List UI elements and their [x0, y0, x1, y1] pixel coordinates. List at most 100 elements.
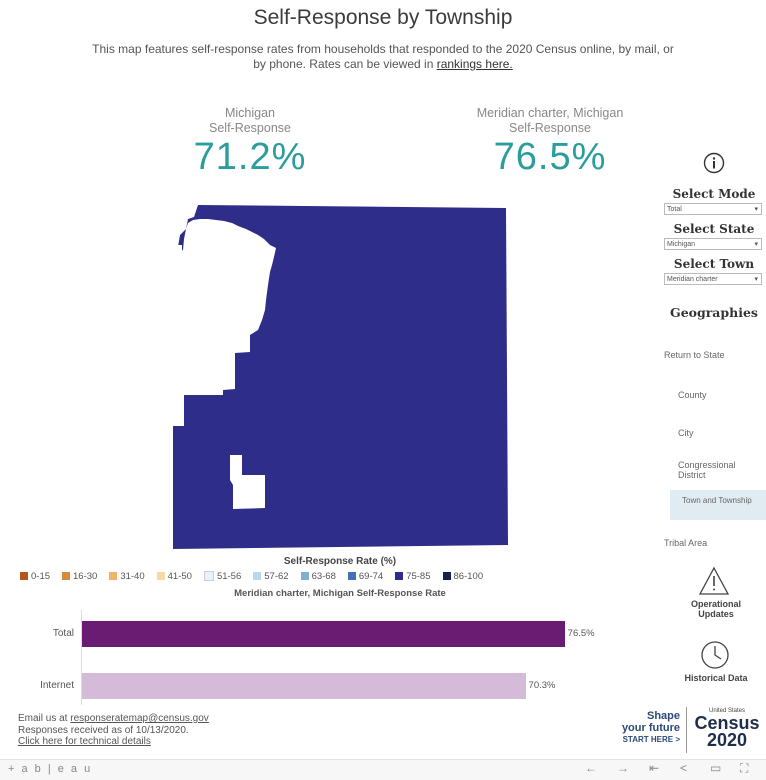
legend-item[interactable]: 75-85 [395, 569, 431, 583]
page-subtitle: This map features self-response rates fr… [90, 42, 676, 72]
geo-congressional-district[interactable]: Congressional District [678, 460, 736, 480]
tableau-toolbar [0, 759, 766, 780]
select-town-dropdown[interactable]: Meridian charter ▾ [664, 273, 762, 285]
geo-city[interactable]: City [678, 428, 694, 438]
legend-swatch [62, 572, 71, 580]
technical-details-link[interactable]: Click here for technical details [18, 736, 151, 747]
revert-icon[interactable]: ⇤ [649, 761, 660, 775]
legend-swatch [395, 572, 404, 580]
legend-item[interactable]: 41-50 [156, 569, 192, 583]
town-kpi-label-2: Self-Response [509, 121, 591, 135]
legend-swatch [109, 572, 118, 580]
shape-line-1: Shape [646, 710, 680, 722]
chart-title: Meridian charter, Michigan Self-Response… [234, 588, 446, 599]
legend-label: 41-50 [167, 570, 192, 582]
legend-label: 69-74 [358, 570, 384, 582]
bar-category-label: Total [52, 628, 74, 639]
shape-your-future-link[interactable]: Shape your future START HERE > [606, 710, 680, 745]
bar-total[interactable] [82, 621, 565, 647]
legend-item[interactable]: 86-100 [442, 569, 483, 583]
geo-town-and-township[interactable]: Town and Township [670, 490, 766, 520]
state-kpi-label-1: Michigan [224, 106, 276, 120]
historical-data-label[interactable]: Historical Data [684, 673, 748, 683]
bar-internet[interactable] [82, 673, 526, 699]
legend-swatch [156, 572, 165, 580]
footer-responses-date: Responses received as of 10/13/2020. [18, 724, 189, 736]
footer-email-prefix: Email us at [18, 713, 71, 724]
select-town-value: Meridian charter [667, 276, 718, 283]
township-map[interactable] [168, 205, 508, 550]
state-kpi-value: 71.2% [193, 136, 307, 178]
chart-axis-line [81, 610, 82, 705]
share-icon[interactable]: < [680, 761, 688, 775]
township-map-svg[interactable] [168, 205, 508, 550]
township-shape[interactable] [172, 205, 508, 549]
clock-icon[interactable] [700, 640, 730, 670]
legend-label: 57-62 [264, 570, 289, 582]
legend: 0-15 16-30 31-40 41-50 51-56 57-62 63-68 69-74 7… [20, 569, 640, 583]
census-logo-word: Census [694, 713, 760, 733]
legend-item[interactable]: 16-30 [62, 569, 97, 583]
historical-data-button[interactable] [700, 640, 730, 675]
legend-label: 0-15 [31, 570, 51, 582]
warning-icon[interactable] [698, 566, 730, 596]
rankings-link[interactable]: rankings here. [436, 57, 513, 71]
bar-value-label: 76.5% [567, 628, 595, 639]
geo-tribal-area[interactable]: Tribal Area [664, 538, 708, 548]
town-kpi: Meridian charter, Michigan Self-Response… [430, 106, 670, 179]
email-link[interactable]: responseratemap@census.gov [70, 713, 209, 724]
select-state-dropdown[interactable]: Michigan ▾ [664, 238, 762, 250]
info-button[interactable] [662, 152, 766, 178]
legend-item[interactable]: 31-40 [109, 569, 145, 583]
select-mode-label: Select Mode [672, 187, 756, 201]
legend-swatch [347, 572, 356, 580]
select-state-label: Select State [673, 222, 755, 236]
sidebar: Select Mode Total ▾ Select State Michigan… [662, 152, 766, 683]
undo-icon[interactable]: ← [585, 761, 597, 775]
operational-updates-label[interactable]: Operational Updates [690, 599, 741, 619]
census-logo-year: 2020 [706, 730, 748, 750]
legend-item[interactable]: 0-15 [20, 569, 50, 583]
select-state-value: Michigan [667, 241, 696, 248]
legend-swatch [442, 572, 451, 580]
legend-label: 51-56 [216, 570, 242, 582]
subtitle-text: This map features self-response rates fr… [92, 42, 674, 71]
map-enclave [230, 455, 265, 509]
geographies-heading: Geographies [670, 305, 758, 320]
legend-swatch [253, 572, 262, 580]
bar-chart: Total 76.5% Internet 70.3% [0, 600, 660, 710]
town-kpi-label-1: Meridian charter, Michigan [476, 106, 624, 120]
legend-item[interactable]: 63-68 [300, 569, 336, 583]
legend-swatch [203, 571, 214, 581]
legend-label: 16-30 [73, 570, 98, 582]
shape-line-3: START HERE > [622, 735, 680, 744]
fullscreen-icon[interactable]: ⛶ [740, 761, 749, 775]
redo-icon[interactable]: → [617, 761, 629, 775]
census-2020-logo[interactable]: United States Census 2020 [690, 708, 764, 749]
divider [686, 707, 687, 753]
town-kpi-value: 76.5% [493, 136, 607, 178]
census-logo-top: United States [708, 708, 746, 714]
legend-label: 75-85 [406, 570, 431, 582]
legend-item[interactable]: 57-62 [253, 569, 289, 583]
page-title: Self-Response by Township [253, 6, 513, 29]
legend-label: 63-68 [311, 570, 336, 582]
chevron-down-icon: ▾ [754, 241, 758, 248]
info-icon[interactable] [703, 152, 725, 174]
geo-county[interactable]: County [678, 390, 707, 400]
chevron-down-icon: ▾ [754, 206, 758, 213]
state-kpi: Michigan Self-Response 71.2% [160, 106, 340, 179]
chevron-down-icon: ▾ [754, 276, 758, 283]
state-kpi-label-2: Self-Response [209, 121, 291, 135]
comment-icon[interactable]: ▭ [710, 761, 722, 775]
select-mode-dropdown[interactable]: Total ▾ [664, 203, 762, 215]
select-mode-value: Total [667, 206, 682, 213]
footer: Email us at responseratemap@census.gov R… [18, 713, 209, 748]
shape-line-2: your future [621, 722, 680, 734]
legend-title: Self-Response Rate (%) [283, 556, 397, 567]
tableau-logo[interactable]: + a b | e a u [8, 763, 93, 775]
legend-item[interactable]: 69-74 [347, 569, 384, 583]
geo-return-to-state[interactable]: Return to State [664, 350, 725, 360]
operational-updates-button[interactable] [698, 566, 730, 601]
legend-item[interactable]: 51-56 [203, 569, 242, 583]
